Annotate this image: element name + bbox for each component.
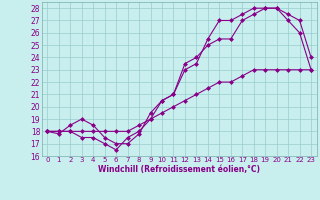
X-axis label: Windchill (Refroidissement éolien,°C): Windchill (Refroidissement éolien,°C) xyxy=(98,165,260,174)
